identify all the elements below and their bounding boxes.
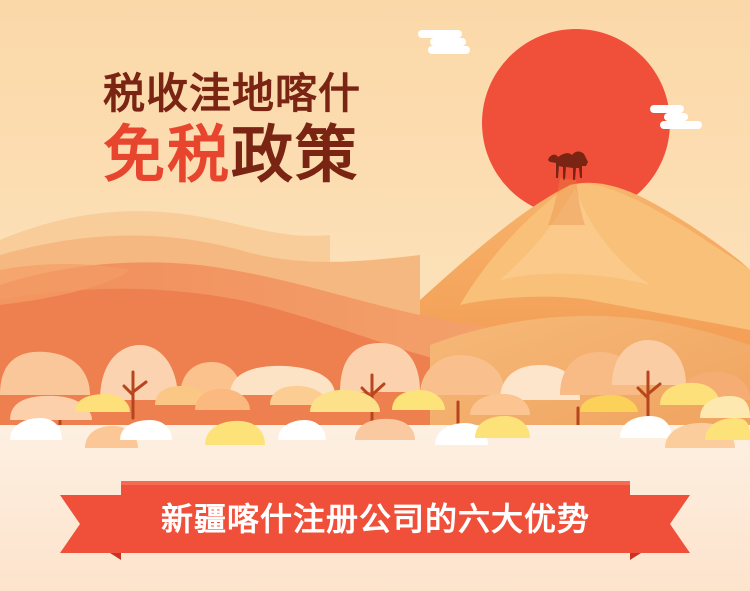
sun-icon	[482, 29, 670, 217]
banner-text: 新疆喀什注册公司的六大优势	[160, 500, 590, 538]
headline-accent: 免税	[103, 118, 232, 191]
headline-line-1: 税收洼地喀什	[103, 69, 362, 118]
cloud-icon	[418, 30, 470, 54]
tree-icon	[0, 340, 750, 400]
camel-icon	[548, 151, 588, 180]
title-banner	[60, 481, 690, 560]
cloud-icon	[650, 105, 702, 129]
headline-policy: 政策	[231, 118, 360, 191]
headline-line-2: 免税政策	[103, 124, 359, 186]
